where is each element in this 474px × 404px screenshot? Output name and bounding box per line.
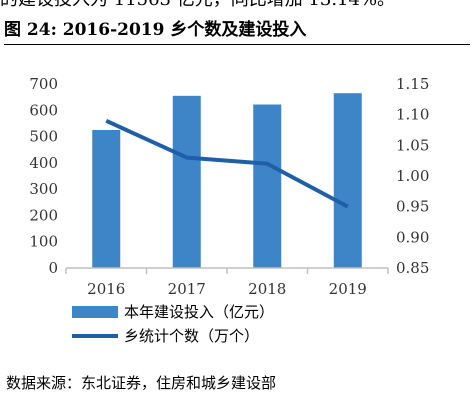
legend-bar-swatch bbox=[72, 306, 118, 318]
x-tick-label: 2019 bbox=[329, 280, 367, 298]
left-tick-label: 700 bbox=[29, 75, 58, 93]
right-tick-label: 0.90 bbox=[396, 228, 429, 246]
legend: 本年建设投入（亿元） 乡统计个数（万个） bbox=[72, 303, 274, 345]
bar bbox=[92, 130, 121, 268]
left-tick-label: 200 bbox=[29, 206, 58, 224]
left-tick-label: 600 bbox=[29, 101, 58, 119]
x-tick-label: 2017 bbox=[168, 280, 206, 298]
x-axis-labels: 2016 2017 2018 2019 bbox=[65, 268, 389, 298]
bar bbox=[333, 93, 362, 268]
bar bbox=[172, 95, 201, 268]
right-tick-label: 1.10 bbox=[396, 106, 429, 124]
line-series bbox=[105, 118, 349, 209]
right-tick-label: 1.00 bbox=[396, 167, 429, 185]
right-tick-label: 1.15 bbox=[396, 75, 429, 93]
bar-series bbox=[92, 93, 362, 268]
right-tick-label: 0.85 bbox=[396, 259, 429, 277]
right-tick-label: 0.95 bbox=[396, 198, 429, 216]
x-tick-label: 2018 bbox=[248, 280, 286, 298]
left-tick-label: 0 bbox=[48, 259, 58, 277]
left-tick-label: 300 bbox=[29, 180, 58, 198]
figure-title: 图 24: 2016-2019 乡个数及建设投入 bbox=[4, 18, 470, 45]
left-tick-label: 400 bbox=[29, 154, 58, 172]
preceding-text-fragment: 的建设投入为 11563 亿元，同比增加 13.14%。 bbox=[0, 0, 474, 11]
x-tick-label: 2016 bbox=[87, 280, 125, 298]
legend-line-label: 乡统计个数（万个） bbox=[124, 327, 259, 345]
left-tick-label: 100 bbox=[29, 233, 58, 251]
left-axis-ticks: 0 100 200 300 400 500 600 700 bbox=[29, 75, 58, 277]
left-tick-label: 500 bbox=[29, 128, 58, 146]
right-axis-ticks: 0.85 0.90 0.95 1.00 1.05 1.10 1.15 bbox=[396, 75, 429, 277]
right-tick-label: 1.05 bbox=[396, 136, 429, 154]
chart: 0 100 200 300 400 500 600 700 0.85 0.90 0.95 1.00 1… bbox=[29, 75, 429, 345]
bar bbox=[253, 104, 282, 268]
legend-bar-label: 本年建设投入（亿元） bbox=[124, 303, 274, 321]
source-note: 数据来源：东北证券，住房和城乡建设部 bbox=[6, 374, 277, 392]
